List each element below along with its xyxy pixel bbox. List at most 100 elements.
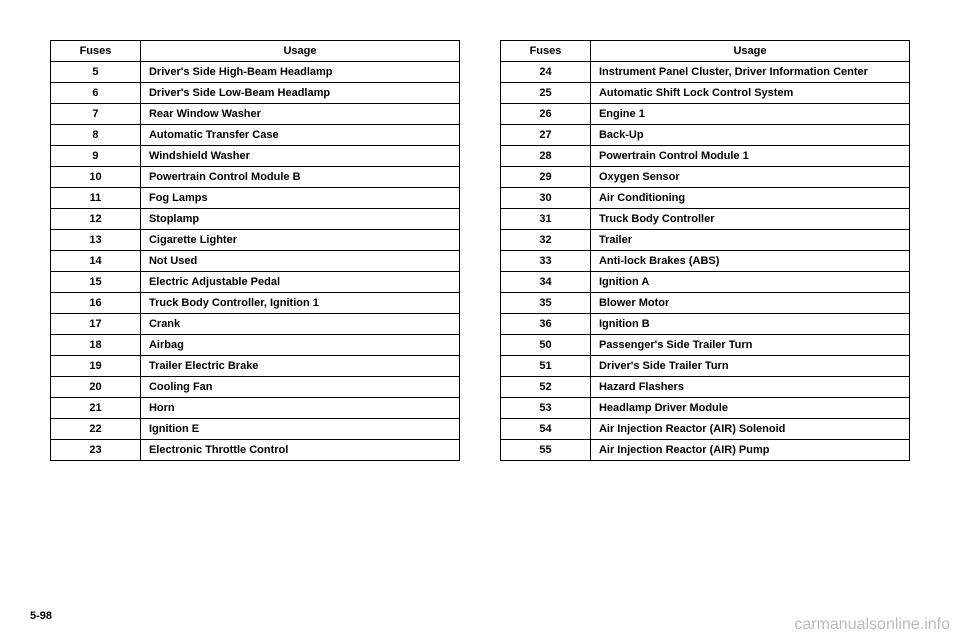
fuse-number: 33: [501, 251, 591, 272]
fuse-number: 21: [51, 398, 141, 419]
table-row: 27Back-Up: [501, 125, 910, 146]
page-content: Fuses Usage 5Driver's Side High-Beam Hea…: [0, 0, 960, 481]
fuse-number: 7: [51, 104, 141, 125]
fuse-usage: Powertrain Control Module 1: [590, 146, 909, 167]
fuse-number: 11: [51, 188, 141, 209]
fuse-usage: Anti-lock Brakes (ABS): [590, 251, 909, 272]
table-header-row: Fuses Usage: [501, 41, 910, 62]
fuse-usage: Ignition B: [590, 314, 909, 335]
fuse-number: 15: [51, 272, 141, 293]
table-row: 55Air Injection Reactor (AIR) Pump: [501, 440, 910, 461]
table-row: 19Trailer Electric Brake: [51, 356, 460, 377]
table-row: 54Air Injection Reactor (AIR) Solenoid: [501, 419, 910, 440]
fuse-usage: Passenger's Side Trailer Turn: [590, 335, 909, 356]
fuse-usage: Driver's Side High-Beam Headlamp: [140, 62, 459, 83]
fuse-usage: Ignition E: [140, 419, 459, 440]
table-row: 16Truck Body Controller, Ignition 1: [51, 293, 460, 314]
fuse-number: 18: [51, 335, 141, 356]
fuse-usage: Ignition A: [590, 272, 909, 293]
fuse-number: 19: [51, 356, 141, 377]
fuse-number: 25: [501, 83, 591, 104]
header-fuses: Fuses: [51, 41, 141, 62]
table-row: 17Crank: [51, 314, 460, 335]
fuse-number: 22: [51, 419, 141, 440]
watermark: carmanualsonline.info: [794, 616, 950, 634]
table-row: 25Automatic Shift Lock Control System: [501, 83, 910, 104]
fuse-number: 50: [501, 335, 591, 356]
fuse-number: 27: [501, 125, 591, 146]
fuse-usage: Headlamp Driver Module: [590, 398, 909, 419]
table-row: 28Powertrain Control Module 1: [501, 146, 910, 167]
fuse-usage: Cooling Fan: [140, 377, 459, 398]
fuse-usage: Airbag: [140, 335, 459, 356]
right-column: Fuses Usage 24Instrument Panel Cluster, …: [500, 40, 910, 461]
fuse-usage: Automatic Transfer Case: [140, 125, 459, 146]
table-row: 13Cigarette Lighter: [51, 230, 460, 251]
fuses-table-left: Fuses Usage 5Driver's Side High-Beam Hea…: [50, 40, 460, 461]
fuse-usage: Rear Window Washer: [140, 104, 459, 125]
fuse-usage: Oxygen Sensor: [590, 167, 909, 188]
table-row: 22Ignition E: [51, 419, 460, 440]
fuses-table-right: Fuses Usage 24Instrument Panel Cluster, …: [500, 40, 910, 461]
fuse-usage: Not Used: [140, 251, 459, 272]
table-row: 9Windshield Washer: [51, 146, 460, 167]
fuse-usage: Electric Adjustable Pedal: [140, 272, 459, 293]
fuse-usage: Windshield Washer: [140, 146, 459, 167]
fuse-usage: Fog Lamps: [140, 188, 459, 209]
fuse-number: 31: [501, 209, 591, 230]
fuse-number: 8: [51, 125, 141, 146]
fuse-number: 32: [501, 230, 591, 251]
table-row: 15Electric Adjustable Pedal: [51, 272, 460, 293]
fuse-number: 36: [501, 314, 591, 335]
table-row: 36Ignition B: [501, 314, 910, 335]
fuse-number: 20: [51, 377, 141, 398]
table-row: 30Air Conditioning: [501, 188, 910, 209]
fuse-number: 10: [51, 167, 141, 188]
table-row: 50Passenger's Side Trailer Turn: [501, 335, 910, 356]
fuse-number: 29: [501, 167, 591, 188]
fuse-number: 13: [51, 230, 141, 251]
fuse-usage: Driver's Side Trailer Turn: [590, 356, 909, 377]
fuse-usage: Driver's Side Low-Beam Headlamp: [140, 83, 459, 104]
table-row: 5Driver's Side High-Beam Headlamp: [51, 62, 460, 83]
table-row: 21Horn: [51, 398, 460, 419]
page-number: 5-98: [30, 610, 52, 622]
fuse-number: 55: [501, 440, 591, 461]
fuse-usage: Crank: [140, 314, 459, 335]
table-row: 32Trailer: [501, 230, 910, 251]
table-row: 26Engine 1: [501, 104, 910, 125]
header-fuses: Fuses: [501, 41, 591, 62]
table-row: 33Anti-lock Brakes (ABS): [501, 251, 910, 272]
fuse-number: 9: [51, 146, 141, 167]
fuse-number: 54: [501, 419, 591, 440]
fuse-number: 6: [51, 83, 141, 104]
fuse-usage: Engine 1: [590, 104, 909, 125]
table-row: 34Ignition A: [501, 272, 910, 293]
fuse-usage: Instrument Panel Cluster, Driver Informa…: [590, 62, 909, 83]
table-row: 35Blower Motor: [501, 293, 910, 314]
fuse-number: 34: [501, 272, 591, 293]
fuse-number: 52: [501, 377, 591, 398]
fuse-usage: Hazard Flashers: [590, 377, 909, 398]
fuse-usage: Blower Motor: [590, 293, 909, 314]
fuse-usage: Electronic Throttle Control: [140, 440, 459, 461]
fuse-number: 12: [51, 209, 141, 230]
fuse-number: 17: [51, 314, 141, 335]
fuse-number: 23: [51, 440, 141, 461]
fuse-usage: Stoplamp: [140, 209, 459, 230]
fuse-number: 5: [51, 62, 141, 83]
table-row: 7Rear Window Washer: [51, 104, 460, 125]
fuse-number: 51: [501, 356, 591, 377]
fuse-usage: Air Injection Reactor (AIR) Solenoid: [590, 419, 909, 440]
table-row: 14Not Used: [51, 251, 460, 272]
fuse-usage: Back-Up: [590, 125, 909, 146]
table-row: 18Airbag: [51, 335, 460, 356]
table-row: 24Instrument Panel Cluster, Driver Infor…: [501, 62, 910, 83]
fuse-usage: Automatic Shift Lock Control System: [590, 83, 909, 104]
table-row: 53Headlamp Driver Module: [501, 398, 910, 419]
fuse-usage: Truck Body Controller: [590, 209, 909, 230]
table-header-row: Fuses Usage: [51, 41, 460, 62]
fuse-usage: Truck Body Controller, Ignition 1: [140, 293, 459, 314]
header-usage: Usage: [140, 41, 459, 62]
table-row: 12Stoplamp: [51, 209, 460, 230]
